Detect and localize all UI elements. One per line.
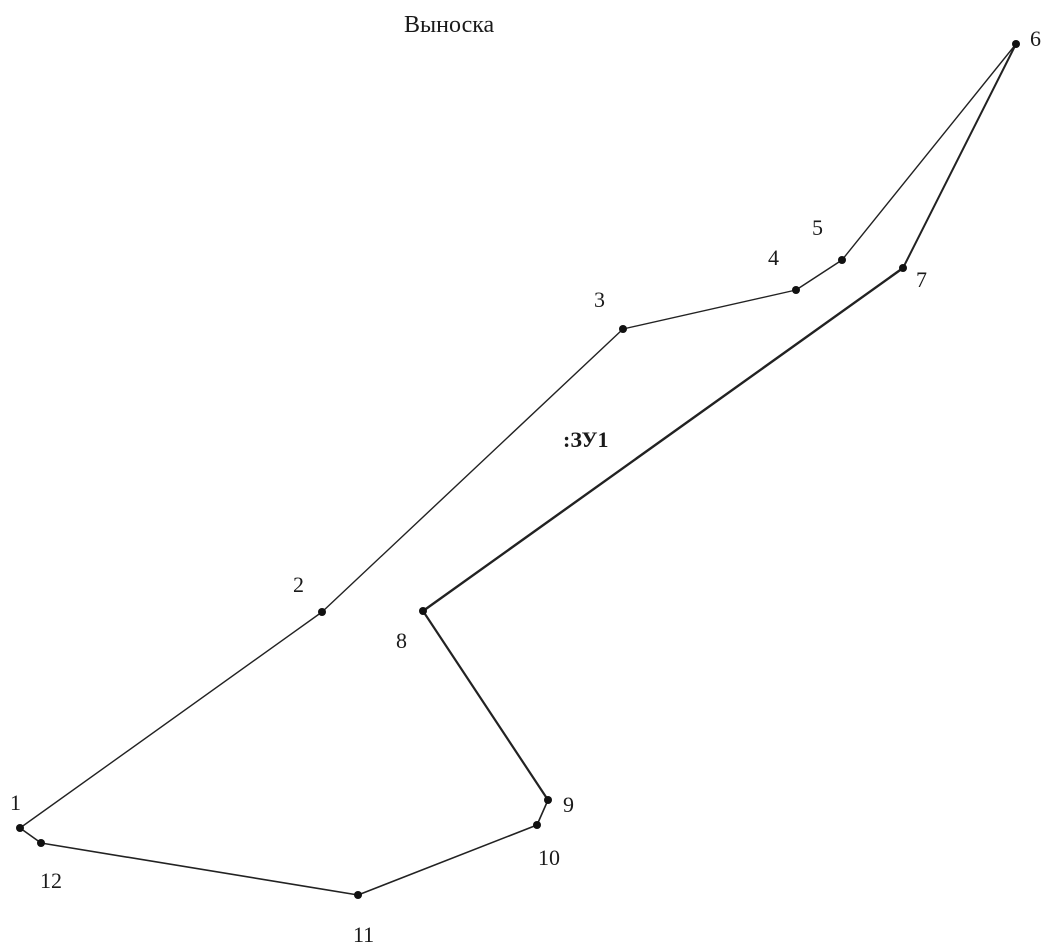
point-label-12: 12 xyxy=(40,868,62,893)
parcel-boundary xyxy=(19,43,1017,896)
boundary-segment-1-2 xyxy=(19,611,323,829)
boundary-segment-12-1 xyxy=(19,827,42,844)
point-label-9: 9 xyxy=(563,792,574,817)
boundary-point-3 xyxy=(619,325,627,333)
point-label-6: 6 xyxy=(1030,26,1041,51)
boundary-point-7 xyxy=(899,264,907,272)
boundary-point-8 xyxy=(419,607,427,615)
point-label-3: 3 xyxy=(594,287,605,312)
boundary-point-12 xyxy=(37,839,45,847)
point-label-4: 4 xyxy=(768,245,779,270)
boundary-segment-7-8 xyxy=(421,266,905,613)
point-label-8: 8 xyxy=(396,628,407,653)
point-label-1: 1 xyxy=(10,790,21,815)
parcel-label: :ЗУ1 xyxy=(563,427,609,452)
boundary-segment-4-5 xyxy=(795,259,843,291)
boundary-point-2 xyxy=(318,608,326,616)
boundary-point-4 xyxy=(792,286,800,294)
boundary-point-9 xyxy=(544,796,552,804)
point-label-7: 7 xyxy=(916,267,927,292)
diagram-title: Выноска xyxy=(404,12,495,38)
boundary-points xyxy=(16,40,1020,899)
point-label-2: 2 xyxy=(293,572,304,597)
boundary-point-10 xyxy=(533,821,541,829)
point-label-10: 10 xyxy=(538,845,560,870)
boundary-segment-11-12 xyxy=(40,842,359,896)
boundary-segment-2-3 xyxy=(321,328,624,613)
boundary-segment-9-10 xyxy=(536,799,549,826)
point-label-11: 11 xyxy=(353,922,374,947)
boundary-segment-10-11 xyxy=(357,824,538,896)
boundary-point-6 xyxy=(1012,40,1020,48)
boundary-point-1 xyxy=(16,824,24,832)
boundary-segment-8-9 xyxy=(421,609,550,802)
boundary-point-5 xyxy=(838,256,846,264)
point-label-5: 5 xyxy=(812,215,823,240)
boundary-segment-6-7 xyxy=(902,43,1017,269)
boundary-point-11 xyxy=(354,891,362,899)
boundary-segment-3-4 xyxy=(622,289,797,330)
boundary-segment-5-6 xyxy=(841,43,1017,261)
